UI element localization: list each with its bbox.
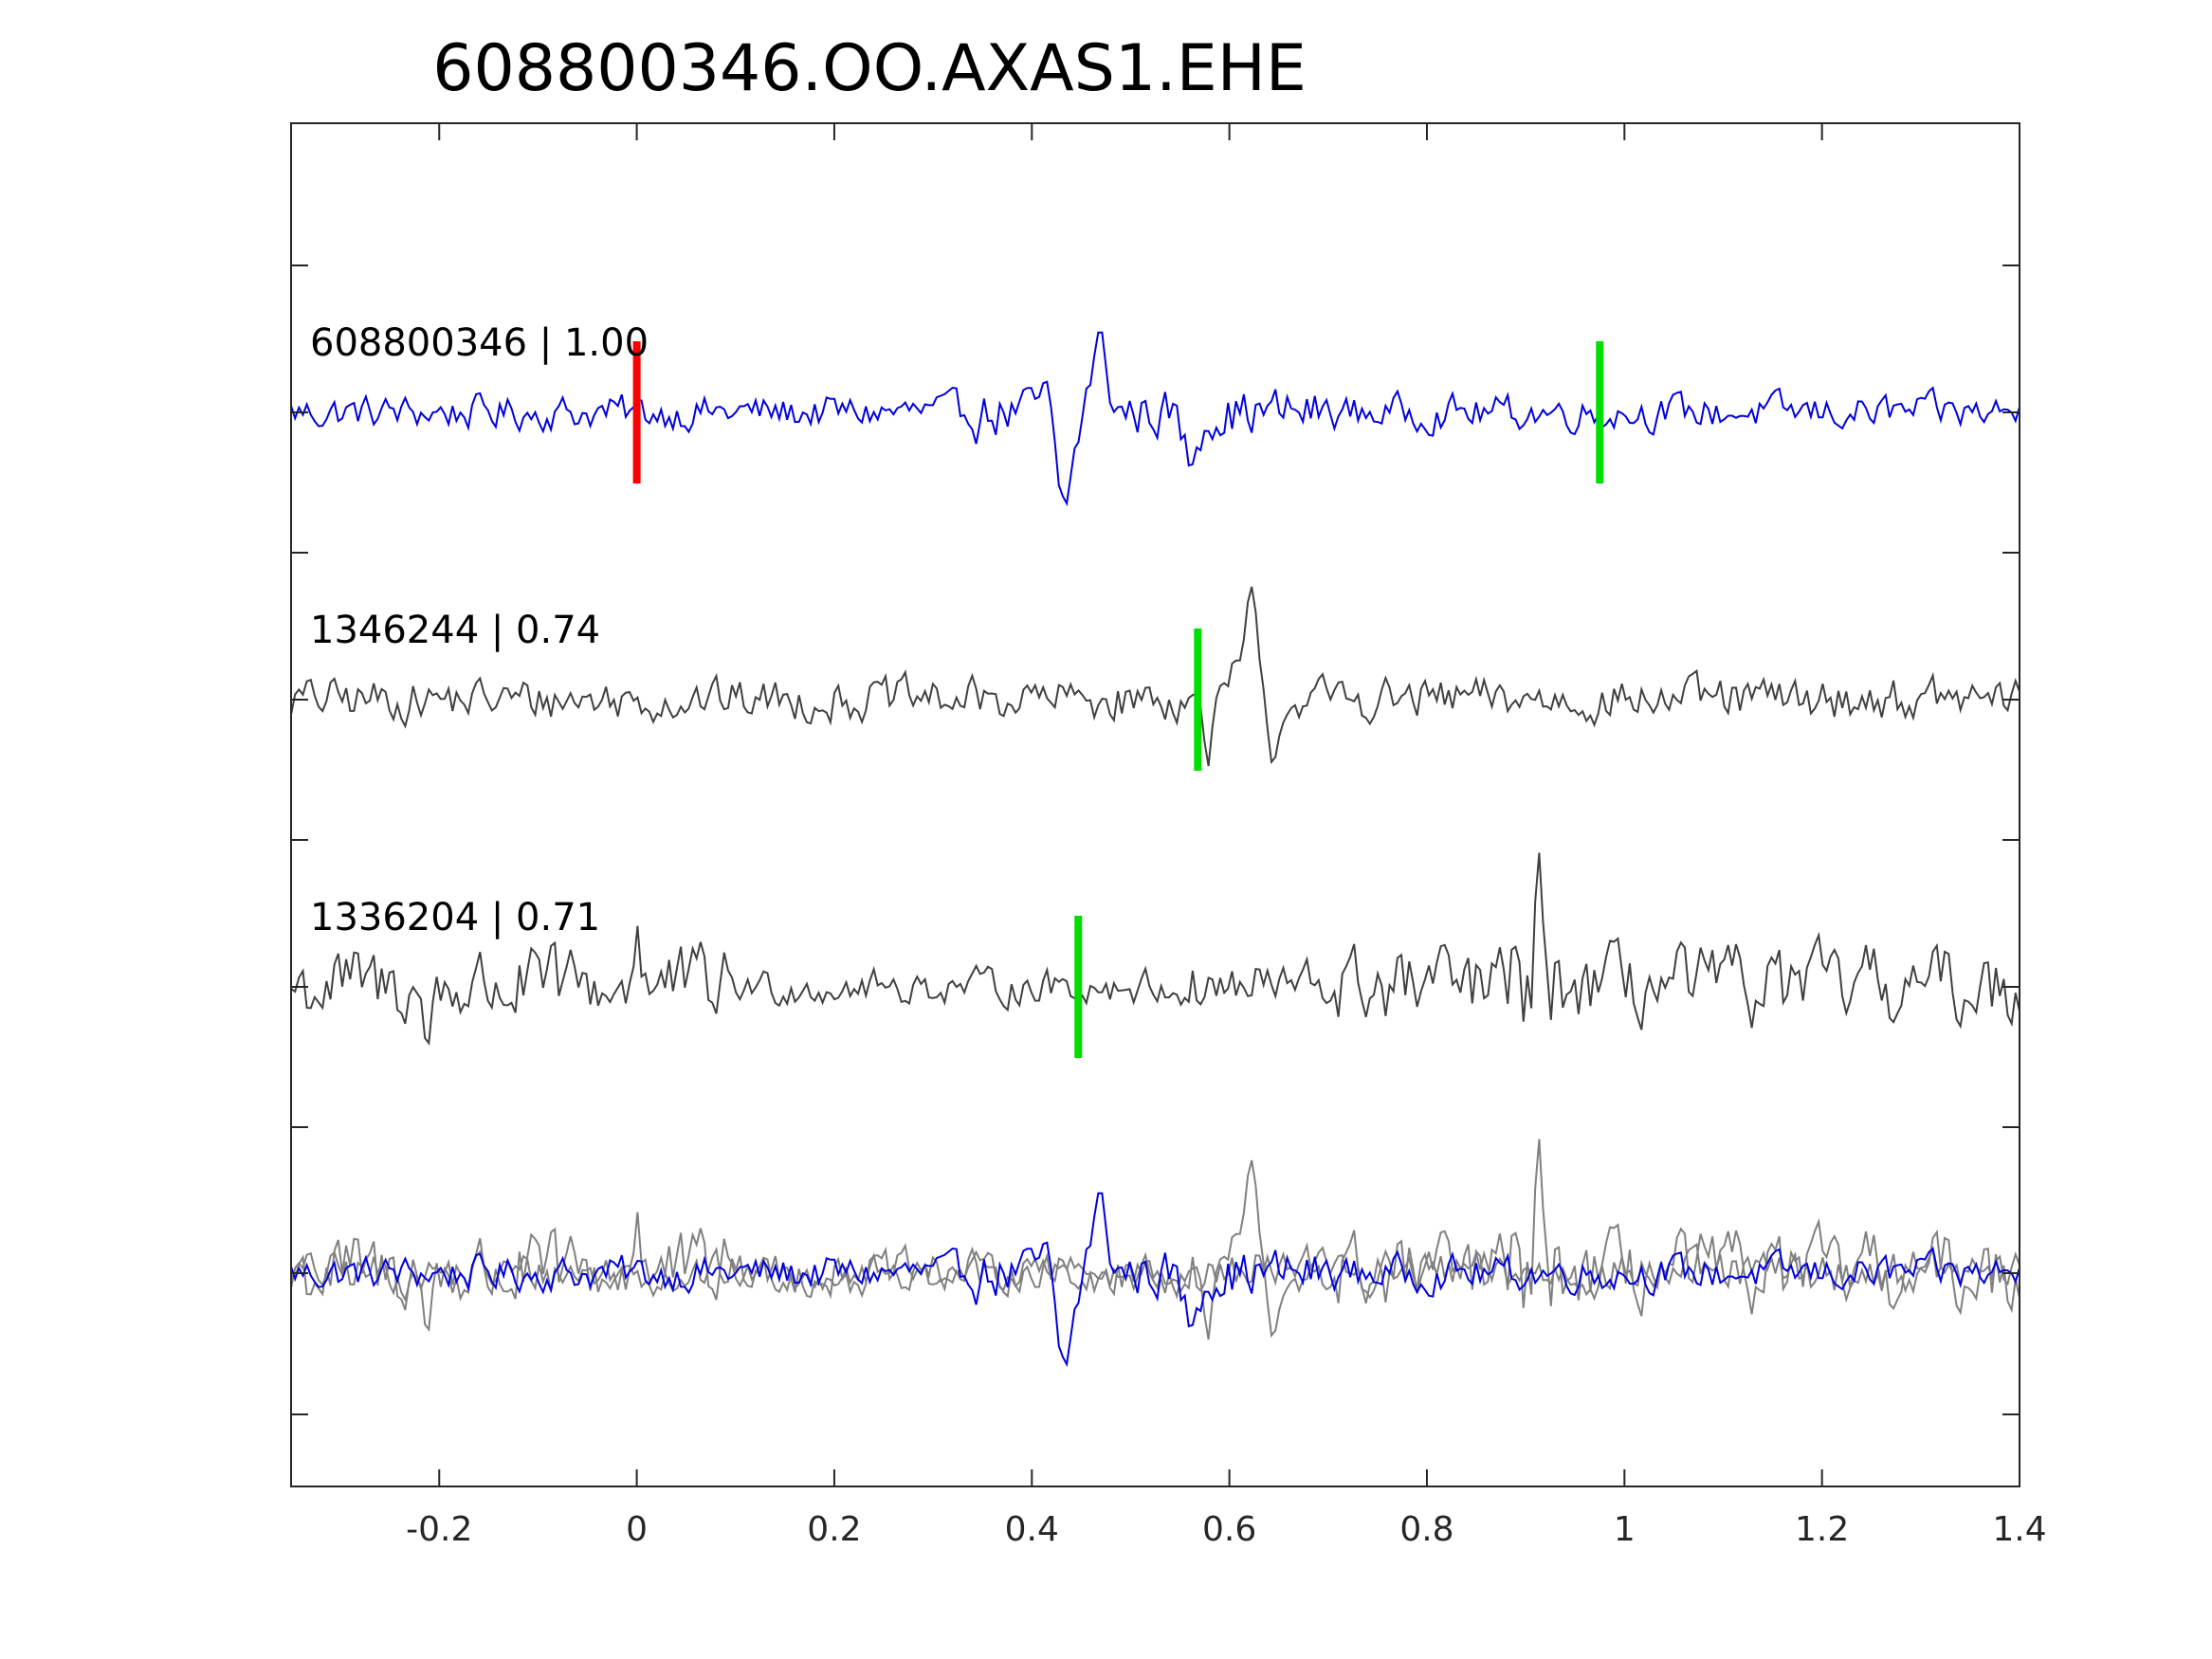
overlay-trace-line-1346244 xyxy=(290,1159,2020,1340)
x-tick-label: 0.8 xyxy=(1399,1510,1453,1549)
trace-line-608800346 xyxy=(290,331,2020,507)
pick-group xyxy=(632,341,1604,1058)
trace-line-1346244 xyxy=(290,586,2020,767)
trace-label-1336204: 1336204 | 0.71 xyxy=(310,896,600,939)
x-tick-label: -0.2 xyxy=(406,1510,472,1549)
chart-title: 608800346.OO.AXAS1.EHE xyxy=(432,31,1307,106)
trace-group xyxy=(290,331,2020,1368)
overlay-trace-line-1336204 xyxy=(290,1139,2020,1333)
trace-line-1336204 xyxy=(290,852,2020,1047)
x-tick-label: 0.6 xyxy=(1202,1510,1256,1549)
trace-label-608800346: 608800346 | 1.00 xyxy=(310,321,649,365)
trace-label-1346244: 1346244 | 0.74 xyxy=(310,609,600,652)
x-tick-label: 0.4 xyxy=(1005,1510,1059,1549)
x-tick-label: 1 xyxy=(1614,1510,1636,1549)
x-tick-group: -0.2 0 0.2 0.4 0.6 0.8 1 1.2 1.4 xyxy=(406,123,2047,1549)
x-tick-label: 0 xyxy=(626,1510,648,1549)
x-tick-label: 0.2 xyxy=(807,1510,861,1549)
y-tick-group xyxy=(291,264,2020,1415)
x-tick-label: 1.4 xyxy=(1992,1510,2046,1549)
plot-frame xyxy=(290,122,2020,1487)
overlay-trace-line-608800346 xyxy=(290,1192,2020,1368)
trace-label-group: 608800346 | 1.00 1346244 | 0.74 1336204 | … xyxy=(310,321,649,939)
x-tick-label: 1.2 xyxy=(1795,1510,1849,1549)
